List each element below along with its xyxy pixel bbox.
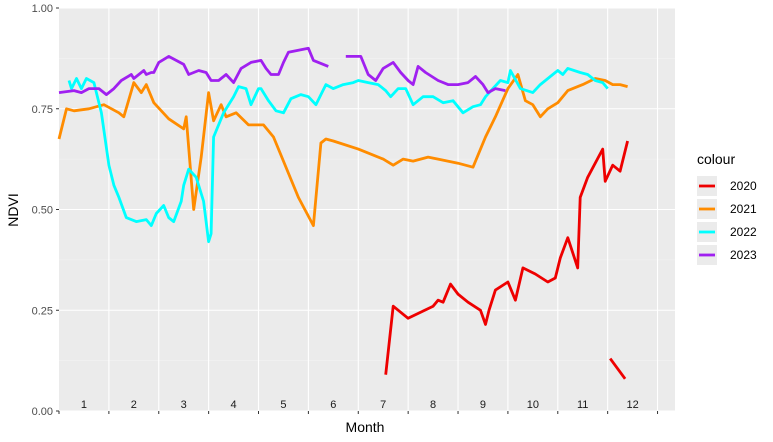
legend-label: 2020	[730, 179, 757, 193]
axes: 0.00 0.25 0.50 0.75 1.00	[32, 3, 659, 418]
y-axis-title: NDVI	[5, 193, 21, 226]
y-tick-label: 0.50	[32, 205, 53, 217]
month-label: 5	[280, 399, 286, 411]
series-line-2020	[609, 357, 627, 380]
month-label: 12	[626, 399, 638, 411]
y-tick-label: 0.75	[32, 104, 53, 116]
y-tick-label: 1.00	[32, 3, 53, 15]
legend-item-2020: 2020	[697, 176, 757, 196]
month-label: 2	[131, 399, 137, 411]
month-label: 11	[577, 399, 588, 411]
legend-title: colour	[697, 151, 735, 167]
series-line-2021	[57, 73, 628, 227]
y-tick-label: 0.00	[32, 406, 53, 418]
legend-items: 2020 2021 2022 2023	[697, 176, 757, 265]
month-label: 4	[231, 399, 237, 411]
series-line-2022	[67, 67, 609, 244]
month-label: 6	[330, 399, 336, 411]
x-axis-title: Month	[346, 419, 385, 435]
legend-item-2023: 2023	[697, 245, 757, 265]
month-label: 1	[81, 399, 87, 411]
month-label: 8	[430, 399, 436, 411]
y-tick-label: 0.25	[32, 305, 53, 317]
legend: colour 2020 2021 2022 2023	[697, 151, 757, 265]
series-line-2023	[345, 55, 506, 94]
month-label: 3	[181, 399, 187, 411]
month-label: 10	[527, 399, 539, 411]
legend-label: 2022	[730, 225, 757, 239]
month-label: 7	[380, 399, 386, 411]
month-label: 9	[480, 399, 486, 411]
legend-label: 2021	[730, 202, 757, 216]
plot-panel: 1 2 3 4 5 6 7 8 9 10 11 12	[57, 7, 675, 412]
series-line-2020	[384, 140, 629, 375]
legend-item-2022: 2022	[697, 222, 757, 242]
series-line-2023	[58, 46, 329, 96]
legend-label: 2023	[730, 248, 757, 262]
legend-item-2021: 2021	[697, 199, 757, 219]
